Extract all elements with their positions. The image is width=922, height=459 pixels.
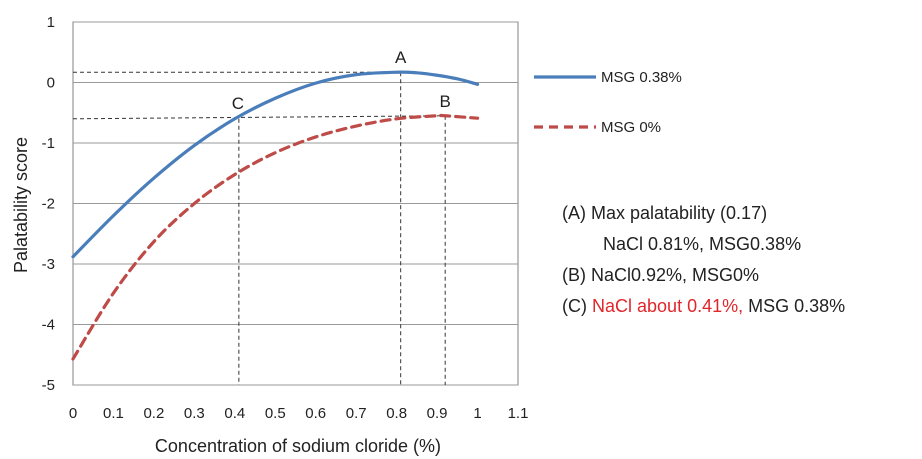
x-tick-label: 0.6	[305, 405, 326, 422]
x-tick-label: 0.7	[346, 405, 367, 422]
point-label-a: A	[395, 48, 407, 67]
annotation-c-suffix: MSG 0.38%	[748, 296, 846, 316]
annotation-c-prefix: (C)	[562, 296, 587, 316]
point-label-b: B	[440, 92, 451, 111]
x-tick-label: 0.3	[184, 405, 205, 422]
y-axis-title: Palatability score	[11, 137, 31, 273]
tick-labels: 1 0 -1 -2 -3 -4 -5 0 0.1 0.2 0.3 0.4 0.5 0.6 0.7 0.8 0.9…	[42, 14, 529, 422]
annotation-a-line1: (A) Max palatability (0.17)	[562, 203, 768, 223]
y-tick-label: -2	[42, 196, 55, 213]
legend-label-1: MSG 0.38%	[601, 69, 682, 86]
x-tick-label: 0.9	[427, 405, 448, 422]
y-tick-label: -5	[42, 377, 55, 394]
x-tick-label: 0.4	[224, 405, 245, 422]
x-tick-label: 1.1	[508, 405, 529, 422]
annotation-c-red: NaCl about 0.41%,	[592, 296, 744, 316]
legend: MSG 0.38% MSG 0%	[534, 69, 682, 136]
x-tick-label: 0	[69, 405, 77, 422]
x-tick-label: 0.1	[103, 405, 124, 422]
series-lines	[71, 70, 480, 361]
point-labels: A B C	[232, 48, 451, 113]
y-tick-label: 0	[47, 75, 55, 92]
gridlines	[72, 21, 519, 386]
point-label-c: C	[232, 94, 244, 113]
y-tick-label: 1	[47, 14, 55, 31]
annotation-b: (B) NaCl0.92%, MSG0%	[562, 265, 760, 285]
series-line-2	[71, 113, 480, 361]
x-axis-title: Concentration of sodium cloride (%)	[155, 436, 441, 456]
x-tick-label: 1	[473, 405, 481, 422]
x-tick-label: 0.8	[386, 405, 407, 422]
x-tick-label: 0.2	[143, 405, 164, 422]
legend-label-2: MSG 0%	[601, 119, 661, 136]
x-tick-label: 0.5	[265, 405, 286, 422]
series-line-1	[71, 70, 480, 259]
guide-lines	[72, 71, 446, 385]
annotation-c: (C) NaCl about 0.41%, MSG 0.38%	[562, 291, 845, 321]
y-tick-label: -4	[42, 317, 55, 334]
guide-bc-horizontal	[72, 115, 446, 120]
y-tick-label: -3	[42, 256, 55, 273]
annotation-a-line2: NaCl 0.81%, MSG0.38%	[603, 234, 802, 254]
y-tick-label: -1	[42, 135, 55, 152]
